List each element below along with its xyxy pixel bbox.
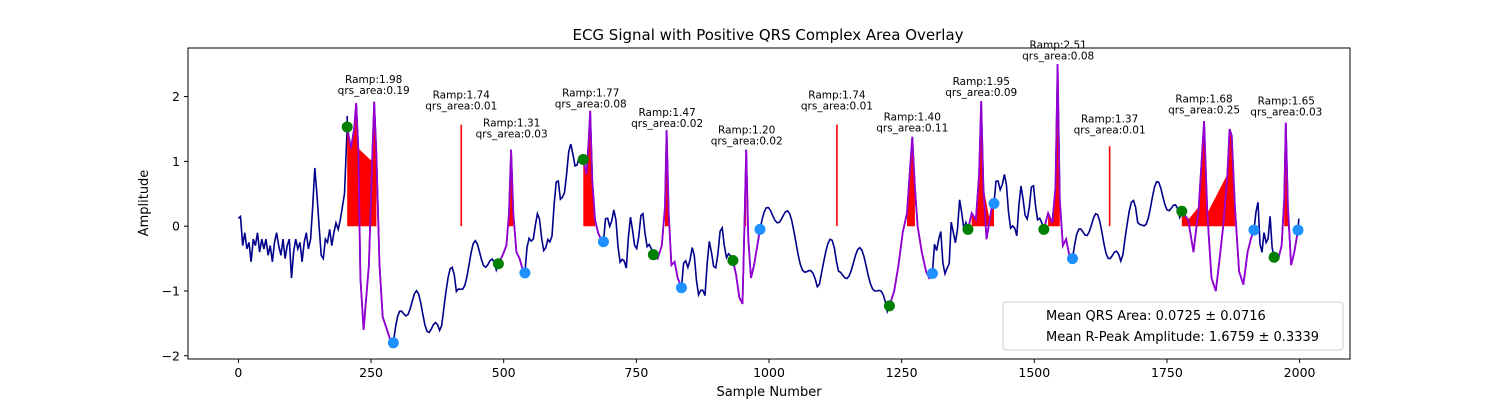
x-tick-label: 1000	[753, 365, 785, 380]
x-tick-label: 750	[624, 365, 648, 380]
chart-title: ECG Signal with Positive QRS Complex Are…	[572, 26, 963, 44]
x-tick-label: 1500	[1018, 365, 1050, 380]
qrs-segment-line	[967, 101, 995, 240]
qrs-area-fill	[1181, 121, 1235, 227]
y-axis-label: Amplitude	[137, 170, 152, 237]
plot-area: Ramp:1.98qrs_area:0.19Ramp:1.31qrs_area:…	[237, 40, 1322, 349]
y-tick-label: 2	[172, 89, 180, 104]
r-amplitude-label: Ramp:1.65	[1258, 95, 1315, 107]
qrs-area-label: qrs_area:0.08	[555, 98, 627, 110]
qrs-offset-marker	[1292, 224, 1304, 236]
qrs-offset-marker	[519, 267, 531, 279]
r-amplitude-label: Ramp:1.68	[1175, 93, 1232, 105]
qrs-offset-marker	[675, 282, 687, 294]
qrs-onset-marker	[883, 300, 895, 312]
y-tick-label: 0	[172, 219, 180, 234]
qrs-segment-line	[582, 110, 605, 243]
legend-entry-mean-qrs-area: Mean QRS Area: 0.0725 ± 0.0716	[1046, 309, 1266, 324]
qrs-offset-marker	[1066, 253, 1078, 265]
qrs-offset-marker	[988, 198, 1000, 209]
qrs-area-label: qrs_area:0.11	[876, 122, 948, 134]
r-amplitude-label: Ramp:1.77	[562, 87, 619, 99]
r-amplitude-label: Ramp:1.74	[808, 89, 866, 101]
x-tick-label: 1250	[886, 365, 918, 380]
r-amplitude-label: Ramp:2.51	[1030, 40, 1087, 52]
qrs-offset-marker	[1248, 224, 1260, 236]
qrs-onset-marker	[577, 153, 589, 165]
qrs-segment-line	[888, 136, 934, 307]
qrs-segment-line	[652, 130, 683, 289]
qrs-area-fill	[971, 101, 994, 227]
x-axis-label: Sample Number	[716, 385, 822, 400]
legend-entry-mean-r-peak-amplitude: Mean R-Peak Amplitude: 1.6759 ± 0.3339	[1046, 330, 1319, 345]
qrs-offset-marker	[926, 267, 938, 279]
qrs-onset-marker	[1176, 205, 1188, 217]
qrs-area-label: qrs_area:0.02	[631, 118, 703, 130]
qrs-segment-line	[497, 149, 526, 274]
qrs-segment-line	[1273, 122, 1299, 266]
qrs-area-label: qrs_area:0.01	[1074, 124, 1146, 136]
x-tick-label: 0	[234, 365, 242, 380]
qrs-area-fill	[347, 101, 377, 227]
qrs-area-label: qrs_area:0.19	[338, 85, 410, 97]
qrs-onset-marker	[727, 255, 739, 267]
qrs-segment-line	[1181, 121, 1255, 292]
qrs-area-fill	[1048, 64, 1060, 227]
r-amplitude-label: Ramp:1.74	[433, 89, 491, 101]
qrs-onset-marker	[492, 258, 504, 270]
legend-box	[1002, 301, 1344, 351]
qrs-offset-marker	[387, 337, 399, 349]
qrs-area-label: qrs_area:0.02	[711, 135, 783, 147]
x-tick-label: 1750	[1151, 365, 1183, 380]
qrs-onset-marker	[647, 249, 659, 261]
r-amplitude-label: Ramp:1.40	[884, 111, 941, 123]
qrs-offset-marker	[597, 236, 609, 248]
r-amplitude-label: Ramp:1.31	[483, 117, 540, 129]
qrs-onset-marker	[1038, 223, 1050, 235]
y-tick-label: −2	[162, 348, 180, 363]
qrs-onset-marker	[962, 223, 974, 235]
r-amplitude-label: Ramp:1.47	[638, 107, 695, 119]
qrs-onset-marker	[341, 121, 353, 133]
r-amplitude-label: Ramp:1.37	[1081, 113, 1138, 125]
y-tick-label: 1	[172, 154, 180, 169]
qrs-area-label: qrs_area:0.08	[1022, 51, 1094, 63]
qrs-area-label: qrs_area:0.09	[945, 87, 1017, 99]
axis-ticks: 0 250 500 750 1000 1250 1500 1750 2000 −2 −1 0 1 2	[162, 89, 1316, 380]
qrs-segment-line	[1042, 64, 1074, 260]
x-tick-label: 250	[359, 365, 383, 380]
qrs-segment-line	[346, 101, 394, 344]
x-tick-label: 500	[492, 365, 516, 380]
qrs-area-label: qrs_area:0.01	[801, 100, 873, 112]
qrs-area-label: qrs_area:0.03	[476, 128, 548, 140]
r-amplitude-label: Ramp:1.95	[953, 76, 1010, 88]
ecg-signal-line	[237, 64, 1300, 345]
qrs-area-label: qrs_area:0.03	[1250, 106, 1322, 118]
y-tick-label: −1	[162, 283, 180, 298]
qrs-onset-marker	[1268, 251, 1280, 263]
qrs-area-label: qrs_area:0.01	[425, 100, 497, 112]
qrs-area-fill	[583, 110, 595, 227]
r-amplitude-label: Ramp:1.20	[718, 124, 775, 136]
x-tick-label: 2000	[1284, 365, 1316, 380]
qrs-area-label: qrs_area:0.25	[1168, 104, 1240, 116]
qrs-offset-marker	[754, 223, 766, 235]
r-amplitude-label: Ramp:1.98	[345, 74, 402, 86]
qrs-segment-line	[732, 149, 761, 305]
legend: Mean QRS Area: 0.0725 ± 0.0716 Mean R-Pe…	[1002, 301, 1344, 351]
